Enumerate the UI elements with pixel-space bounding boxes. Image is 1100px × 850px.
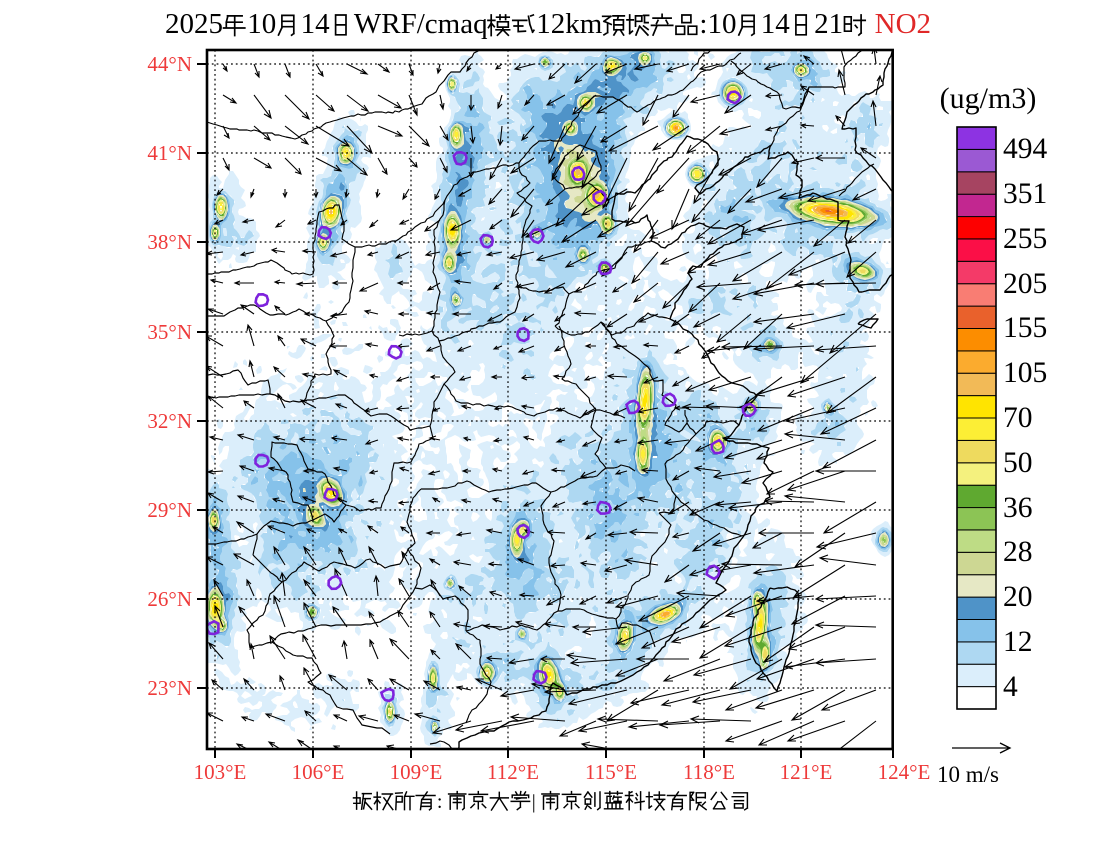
svg-text:155: 155 xyxy=(1003,312,1047,344)
svg-text:494: 494 xyxy=(1003,133,1048,165)
svg-text::10: :10 xyxy=(699,8,736,40)
svg-text:14: 14 xyxy=(761,8,791,40)
svg-text:12: 12 xyxy=(1003,626,1033,658)
svg-text:|: | xyxy=(532,791,541,813)
svg-text:32°N: 32°N xyxy=(147,409,192,433)
svg-text:70: 70 xyxy=(1003,402,1033,434)
svg-text:50: 50 xyxy=(1003,447,1033,479)
svg-text:109°E: 109°E xyxy=(390,760,443,784)
svg-text:14: 14 xyxy=(301,8,331,40)
svg-text:23°N: 23°N xyxy=(147,676,192,700)
svg-text:106°E: 106°E xyxy=(292,760,345,784)
svg-text:115°E: 115°E xyxy=(585,760,637,784)
svg-text:41°N: 41°N xyxy=(147,141,192,165)
svg-text:351: 351 xyxy=(1003,178,1047,210)
svg-text:124°E: 124°E xyxy=(878,760,931,784)
svg-text:36: 36 xyxy=(1003,492,1033,524)
svg-text:44°N: 44°N xyxy=(147,52,192,76)
svg-text:205: 205 xyxy=(1003,268,1047,300)
svg-text:38°N: 38°N xyxy=(147,230,192,254)
svg-text:NO2: NO2 xyxy=(867,8,931,40)
svg-text:112°E: 112°E xyxy=(487,760,539,784)
svg-text:103°E: 103°E xyxy=(194,760,247,784)
svg-text::: : xyxy=(437,791,448,813)
svg-text:(ug/m3): (ug/m3) xyxy=(940,82,1037,115)
svg-text:121°E: 121°E xyxy=(780,760,833,784)
svg-text:29°N: 29°N xyxy=(147,498,192,522)
svg-text:WRF/cmaq: WRF/cmaq xyxy=(354,8,488,40)
svg-text:118°E: 118°E xyxy=(683,760,735,784)
svg-text:10: 10 xyxy=(247,8,276,40)
svg-text:26°N: 26°N xyxy=(147,587,192,611)
svg-text:2025: 2025 xyxy=(165,8,223,40)
svg-text:10 m/s: 10 m/s xyxy=(937,762,999,787)
svg-text:255: 255 xyxy=(1003,223,1047,255)
svg-text:4: 4 xyxy=(1003,671,1018,703)
svg-text:12km: 12km xyxy=(536,8,603,40)
svg-text:28: 28 xyxy=(1003,536,1033,568)
svg-text:20: 20 xyxy=(1003,581,1033,613)
svg-text:21: 21 xyxy=(814,8,843,40)
svg-text:35°N: 35°N xyxy=(147,320,192,344)
svg-text:105: 105 xyxy=(1003,357,1047,389)
